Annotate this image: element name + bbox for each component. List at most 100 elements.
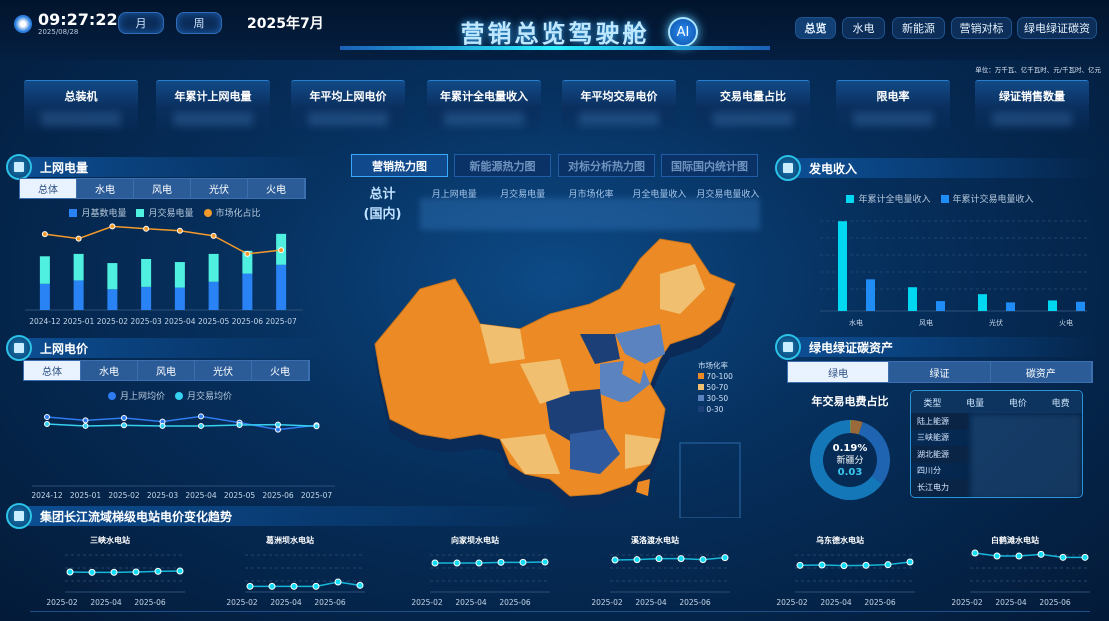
green-tabs: 绿电 绿证 碳资产 [787, 361, 1093, 383]
tab-wind[interactable]: 风电 [134, 179, 191, 198]
kpi-label: 年累计上网电量 [174, 90, 252, 103]
x-tick-label: 2025-04 [455, 598, 487, 607]
x-tick-label: 2025-04 [270, 598, 302, 607]
x-tick-label: 2025-05 [224, 491, 256, 500]
nav-green-carbon[interactable]: 绿电绿证碳资 [1017, 17, 1097, 39]
trend-point [497, 558, 505, 566]
x-tick-label: 2025-06 [262, 491, 294, 500]
x-tick-label: 2025-01 [63, 317, 95, 326]
map-legend: 市场化率 70-100 50-70 30-50 0-30 [698, 361, 733, 414]
ratio-point [143, 225, 150, 232]
nav-hydro[interactable]: 水电 [842, 17, 885, 39]
trend-point [655, 555, 663, 563]
province [480, 324, 525, 364]
price-point [44, 420, 50, 427]
tab-wind[interactable]: 风电 [138, 361, 195, 380]
col-header: 月上网电量 [431, 190, 477, 200]
x-tick-label: 2025-02 [591, 598, 623, 607]
tab-thermal[interactable]: 火电 [252, 361, 309, 380]
kpi-card[interactable]: 年累计上网电量 [156, 80, 270, 135]
kpi-card[interactable]: 年平均上网电价 [291, 80, 405, 135]
trend-point [356, 581, 364, 589]
tab-benchmark-heatmap[interactable]: 对标分析热力图 [558, 154, 655, 177]
price-point [82, 417, 89, 424]
station-chart: 2025-02 2025-04 2025-06 [411, 554, 550, 607]
table-row[interactable]: 三峡能源 [917, 433, 949, 443]
trend-line [69, 570, 181, 574]
revenue-title: 发电收入 [775, 155, 1099, 181]
donut-percent: 0.19% [832, 443, 868, 454]
kpi-card[interactable]: 交易电量占比 [696, 80, 810, 135]
x-tick-label: 2025-02 [776, 598, 808, 607]
trend-point [1037, 550, 1045, 558]
donut-slice [850, 420, 863, 435]
kpi-card[interactable]: 限电率 [836, 80, 950, 135]
tab-solar[interactable]: 光伏 [195, 361, 252, 380]
col-header: 月交易电量收入 [696, 190, 760, 200]
tab-thermal[interactable]: 火电 [248, 179, 305, 198]
kpi-card[interactable]: 年平均交易电价 [562, 80, 676, 135]
col-header: 月全电量收入 [632, 190, 687, 200]
trend-point [840, 562, 848, 570]
building-icon [6, 503, 32, 529]
tab-green-power[interactable]: 绿电 [788, 362, 890, 382]
summary-values-blurred [420, 198, 760, 230]
kpi-card[interactable]: 绿证销售数量 [975, 80, 1089, 135]
tab-hydro[interactable]: 水电 [81, 361, 138, 380]
x-tick-label: 风电 [919, 318, 933, 327]
ratio-point [176, 227, 183, 234]
trend-point [993, 552, 1001, 560]
table-row[interactable]: 陆上能源 [911, 413, 969, 430]
nav-new-energy[interactable]: 新能源 [892, 17, 945, 39]
table-row[interactable]: 长江电力 [911, 479, 969, 496]
bar-base [107, 289, 118, 310]
kpi-label: 年平均上网电价 [309, 90, 387, 103]
grid-power-chart: 2024-12 2025-01 2025-02 2025-03 2025-04 2025-… [25, 223, 303, 326]
trend-point [88, 568, 96, 576]
table-row[interactable]: 新疆分 [911, 496, 969, 498]
kpi-value-blurred [579, 112, 659, 126]
trend-line [974, 552, 1085, 559]
ratio-line [44, 225, 282, 255]
price-point [275, 421, 281, 428]
kpi-card[interactable]: 年累计全电量收入 [427, 80, 541, 135]
price-point [313, 423, 320, 430]
station-title: 三峡水电站 [90, 536, 130, 545]
x-tick-label: 2025-07 [265, 317, 297, 326]
x-tick-label: 2025-04 [820, 598, 852, 607]
tab-green-cert[interactable]: 绿证 [889, 362, 991, 382]
donut-name: 新疆分 [836, 456, 864, 466]
ai-button[interactable]: AI [668, 17, 698, 47]
x-tick-label: 2025-04 [635, 598, 667, 607]
building-icon [775, 155, 801, 181]
x-tick-label: 2025-02 [46, 598, 78, 607]
x-tick-label: 光伏 [989, 318, 1003, 327]
nav-overview[interactable]: 总览 [795, 17, 836, 39]
week-button[interactable]: 周 [176, 12, 222, 34]
month-button[interactable]: 月 [118, 12, 164, 34]
kpi-card[interactable]: 总装机 [24, 80, 138, 135]
tab-carbon[interactable]: 碳资产 [990, 362, 1092, 382]
table-row[interactable]: 四川分 [917, 466, 941, 476]
trend-point [334, 578, 342, 586]
tab-solar[interactable]: 光伏 [191, 179, 248, 198]
revenue-bar [908, 287, 917, 311]
trend-point [312, 582, 320, 590]
trend-point [132, 568, 140, 576]
tab-hydro[interactable]: 水电 [77, 179, 134, 198]
table-row[interactable]: 湖北能源 [911, 446, 969, 463]
tab-overall[interactable]: 总体 [24, 361, 81, 380]
x-tick-label: 2025-03 [147, 491, 179, 500]
ratio-point [41, 231, 48, 238]
grid-price-title-text: 上网电价 [40, 341, 89, 356]
tab-statistics-chart[interactable]: 国际国内统计图 [661, 154, 758, 177]
tab-overall[interactable]: 总体 [20, 179, 77, 198]
trend-point [268, 582, 276, 590]
bar-base [141, 286, 152, 310]
trend-point [611, 556, 619, 564]
tab-marketing-heatmap[interactable]: 营销热力图 [351, 154, 448, 177]
tab-new-energy-heatmap[interactable]: 新能源热力图 [454, 154, 551, 177]
nav-benchmark[interactable]: 营销对标 [951, 17, 1012, 39]
x-tick-label: 2025-02 [951, 598, 983, 607]
